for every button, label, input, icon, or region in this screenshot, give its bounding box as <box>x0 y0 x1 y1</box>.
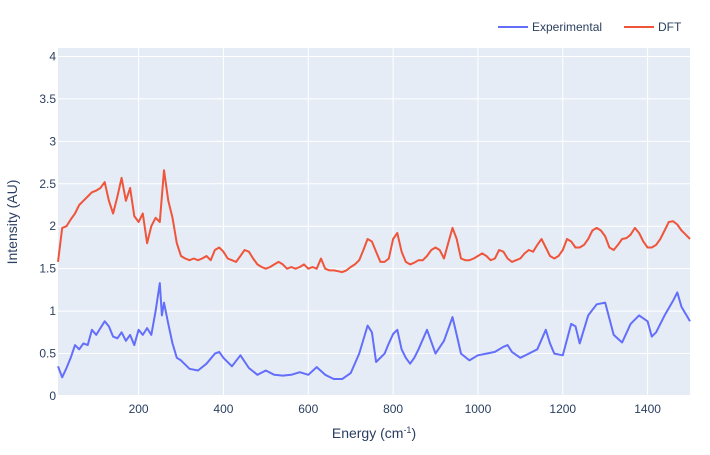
y-tick-label: 2 <box>49 219 56 233</box>
x-axis-title: Energy (cm-1) <box>332 425 416 441</box>
x-tick-label: 800 <box>383 402 403 416</box>
legend-item-experimental[interactable]: Experimental <box>498 20 602 34</box>
x-tick-label: 1000 <box>465 402 492 416</box>
series-line-dft <box>57 169 691 274</box>
x-axis-ticks: 200 400 600 800 1000 1200 1400 <box>129 402 662 416</box>
x-tick-label: 400 <box>213 402 233 416</box>
y-tick-label: 3 <box>49 134 56 148</box>
series-layer <box>57 169 691 380</box>
y-axis-ticks: 0 0.5 1 1.5 2 2.5 3 3.5 4 <box>39 49 56 403</box>
legend[interactable]: Experimental DFT <box>498 20 682 34</box>
legend-item-dft[interactable]: DFT <box>624 20 682 34</box>
y-axis-title: Intensity (AU) <box>4 180 20 265</box>
y-tick-label: 2.5 <box>39 177 56 191</box>
plot-area <box>58 48 690 396</box>
x-tick-label: 200 <box>129 402 149 416</box>
y-tick-label: 4 <box>49 49 56 63</box>
y-tick-label: 0.5 <box>39 347 56 361</box>
x-tick-label: 1200 <box>549 402 576 416</box>
y-tick-label: 3.5 <box>39 92 56 106</box>
x-tick-label: 600 <box>298 402 318 416</box>
x-tick-label: 1400 <box>634 402 661 416</box>
legend-label: DFT <box>658 20 682 34</box>
series-line-experimental <box>57 282 691 380</box>
y-tick-label: 1.5 <box>39 262 56 276</box>
legend-label: Experimental <box>532 20 602 34</box>
y-tick-label: 1 <box>49 304 56 318</box>
y-tick-label: 0 <box>49 389 56 403</box>
